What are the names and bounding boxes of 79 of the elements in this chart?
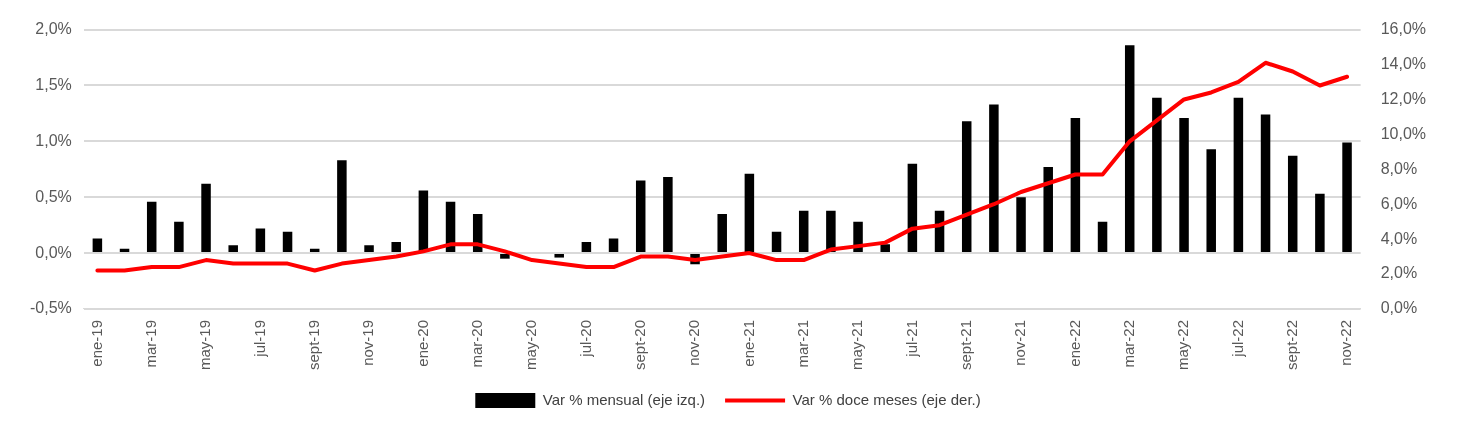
bar (282, 231, 293, 253)
bar (826, 210, 836, 253)
bar (989, 104, 999, 253)
x-tick-label: ene-19 (87, 319, 105, 367)
y2-tick-label: 2,0% (1380, 264, 1418, 282)
x-tick-label: jul-20 (576, 319, 594, 358)
bar (1124, 45, 1135, 253)
x-tick-label: jul-21 (902, 319, 920, 358)
bar (717, 213, 727, 253)
y-tick-label: -0,5% (30, 299, 72, 317)
bar (608, 238, 619, 253)
x-tick-label: mar-21 (793, 319, 811, 368)
bar (1097, 221, 1108, 253)
bar (907, 163, 918, 253)
x-tick-label: nov-21 (1011, 319, 1029, 366)
x-tick-label: mar-19 (141, 319, 159, 368)
bar (1287, 155, 1298, 253)
x-tick-label: ene-21 (739, 319, 757, 367)
bar (255, 228, 266, 253)
bar (228, 245, 238, 253)
bar (1315, 193, 1325, 253)
x-tick-label: may-22 (1174, 319, 1192, 370)
bar (1233, 97, 1244, 253)
bar (391, 241, 401, 253)
y2-tick-label: 0,0% (1380, 299, 1418, 317)
legend-label: Var % mensual (eje izq.) (542, 390, 706, 408)
bar (880, 244, 890, 253)
bar (146, 201, 157, 253)
bar (337, 160, 347, 253)
bar (1179, 117, 1189, 253)
x-tick-label: sept-19 (304, 319, 322, 371)
x-tick-label: nov-19 (359, 319, 377, 366)
y-tick-label: 0,0% (35, 243, 72, 261)
y2-tick-label: 6,0% (1380, 194, 1418, 212)
y2-tick-label: 16,0% (1380, 20, 1427, 38)
x-tick-label: ene-20 (413, 319, 431, 367)
bar (364, 245, 374, 253)
y-tick-label: 0,5% (35, 187, 72, 205)
bar (581, 241, 592, 253)
bar (1043, 167, 1053, 253)
bar (500, 254, 510, 259)
y-tick-label: 2,0% (35, 20, 72, 38)
x-tick-label: jul-22 (1228, 319, 1246, 358)
bar (744, 173, 755, 253)
bar (1342, 142, 1352, 253)
x-tick-label: mar-20 (467, 319, 485, 368)
x-tick-label: may-19 (196, 319, 214, 370)
bar (961, 121, 972, 253)
bar (663, 177, 673, 253)
x-tick-label: sept-21 (956, 319, 974, 371)
x-tick-label: sept-22 (1282, 319, 1300, 371)
y2-tick-label: 14,0% (1380, 54, 1427, 72)
bar (554, 254, 564, 258)
x-tick-label: nov-20 (685, 319, 703, 366)
bar (1016, 197, 1026, 253)
y2-tick-label: 10,0% (1380, 124, 1427, 142)
x-tick-label: mar-22 (1119, 319, 1137, 368)
bar (1070, 117, 1081, 253)
bar (1260, 114, 1271, 253)
bar (174, 221, 184, 253)
x-tick-label: sept-20 (630, 319, 648, 371)
x-tick-label: jul-19 (250, 319, 268, 358)
x-tick-label: may-21 (848, 319, 866, 370)
y2-tick-label: 12,0% (1380, 89, 1427, 107)
x-tick-label: nov-22 (1337, 319, 1355, 366)
y-tick-label: 1,5% (35, 75, 72, 93)
y-tick-label: 1,0% (35, 131, 72, 149)
bar (635, 180, 646, 253)
legend-label: Var % doce meses (eje der.) (792, 390, 981, 408)
bar (1152, 97, 1162, 253)
x-tick-label: ene-22 (1065, 319, 1083, 367)
bar (1206, 149, 1216, 253)
bar (798, 210, 809, 253)
y2-tick-label: 4,0% (1380, 229, 1418, 247)
bar (771, 231, 782, 253)
x-tick-label: may-20 (522, 319, 540, 370)
bar (201, 183, 211, 253)
bar (92, 238, 103, 253)
y2-tick-label: 8,0% (1380, 159, 1418, 177)
